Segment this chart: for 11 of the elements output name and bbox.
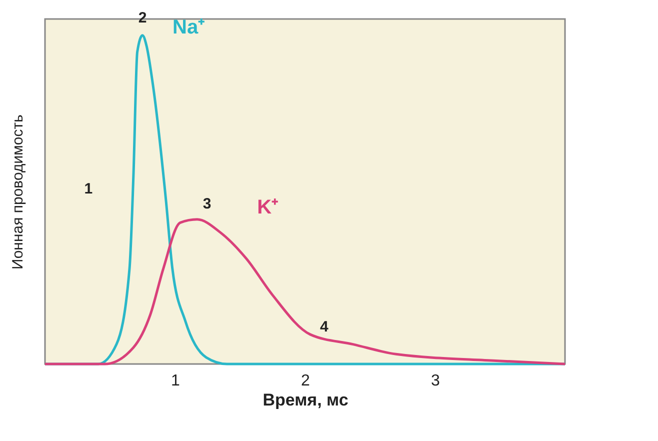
series-label: Na⁺ — [172, 16, 206, 38]
annotation: 2 — [138, 9, 147, 26]
x-axis-title: Время, мс — [262, 390, 348, 410]
series-label: K⁺ — [257, 196, 279, 218]
x-tick-label: 3 — [431, 372, 440, 390]
annotation: 1 — [84, 180, 93, 198]
annotation: 3 — [202, 195, 212, 212]
x-tick-label: 1 — [171, 372, 180, 390]
annotation: 4 — [320, 318, 330, 336]
x-tick-label: 2 — [301, 372, 310, 390]
y-axis-title: Ионная проводимость — [10, 114, 26, 270]
